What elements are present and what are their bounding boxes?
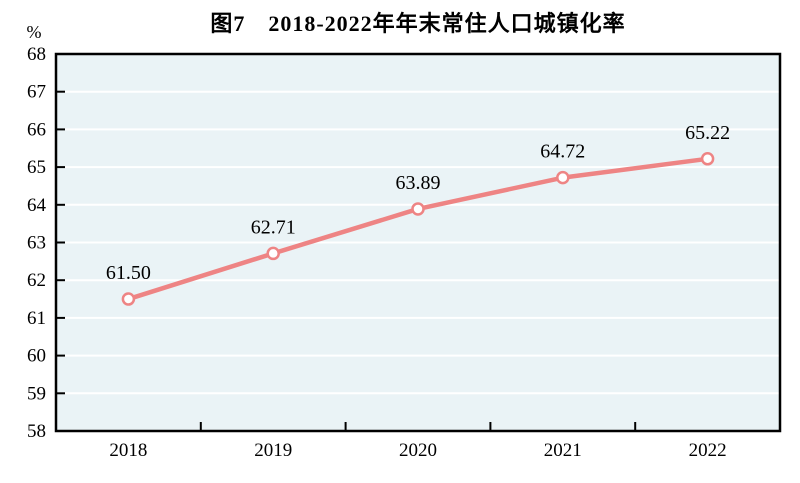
- data-point-label-2019: 62.71: [251, 216, 296, 238]
- data-point-label-2022: 65.22: [685, 122, 730, 144]
- x-axis-label-2020: 2020: [399, 440, 437, 461]
- data-point-label-2020: 63.89: [396, 172, 441, 194]
- y-axis-tick-label-58: 58: [27, 421, 46, 442]
- y-axis-tick-label-60: 60: [27, 346, 46, 367]
- y-axis-tick-label-66: 66: [27, 119, 46, 140]
- chart-title: 图7 2018-2022年年末常住人口城镇化率: [210, 11, 626, 36]
- data-point-marker-2019: [266, 246, 280, 261]
- data-point-marker-2022: [700, 152, 715, 166]
- data-point-marker-2020: [411, 202, 425, 216]
- y-axis-tick-label-67: 67: [27, 82, 46, 103]
- x-axis-label-2018: 2018: [109, 440, 147, 461]
- y-axis-tick-label-61: 61: [27, 308, 46, 329]
- y-axis-tick-label-64: 64: [27, 195, 47, 216]
- data-point-label-2018: 61.50: [106, 262, 151, 284]
- y-axis-tick-label-63: 63: [27, 233, 46, 254]
- x-axis-label-2021: 2021: [544, 440, 582, 461]
- data-point-marker-2021: [556, 170, 570, 185]
- data-point-label-2021: 64.72: [540, 141, 585, 163]
- y-axis-unit-label: %: [27, 22, 42, 42]
- x-axis-label-2019: 2019: [254, 440, 292, 461]
- y-axis-tick-label-59: 59: [27, 383, 46, 404]
- y-axis-tick-label-62: 62: [27, 270, 46, 291]
- x-axis-label-2022: 2022: [689, 440, 727, 461]
- data-point-marker-2018: [121, 292, 136, 306]
- y-axis-tick-label-65: 65: [27, 157, 46, 178]
- y-axis-tick-label-68: 68: [27, 44, 46, 65]
